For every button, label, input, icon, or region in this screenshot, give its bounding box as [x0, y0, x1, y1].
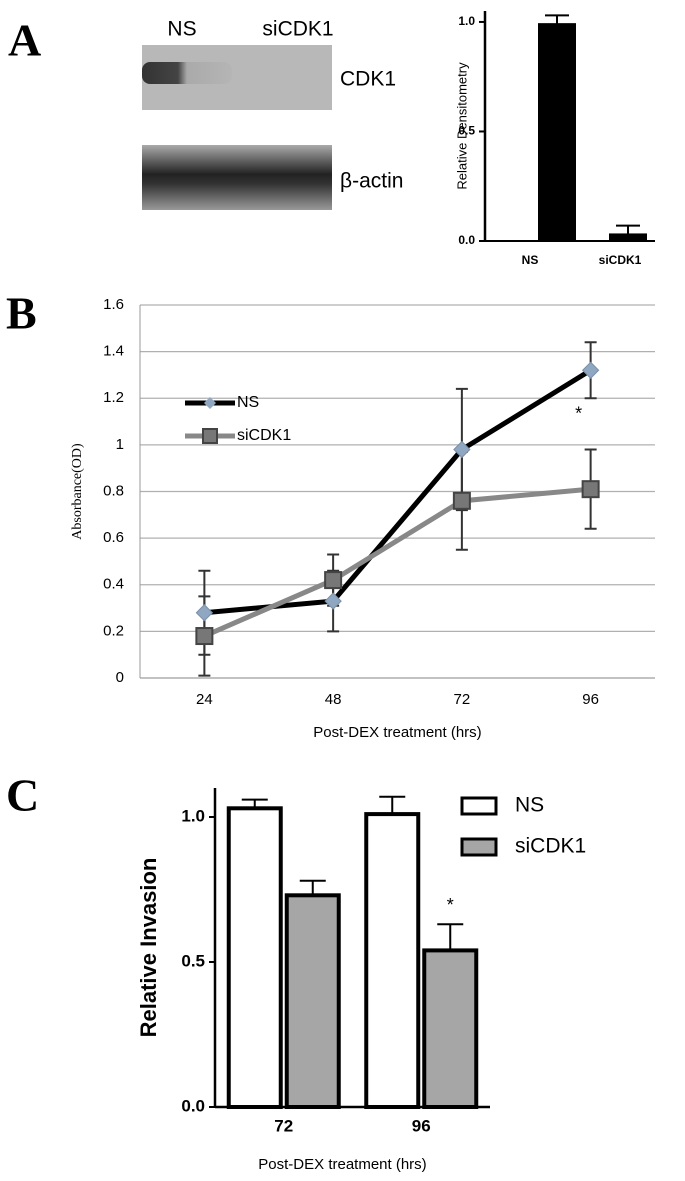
- bar: [226, 806, 283, 1109]
- y-tick-label: 0: [116, 669, 124, 686]
- y-tick-label: 0.0: [181, 1096, 205, 1115]
- x-tick-label: 72: [454, 691, 471, 708]
- bar: [609, 233, 647, 243]
- error-bar: [545, 14, 569, 25]
- y-tick-label: 0.5: [458, 124, 475, 138]
- lane-label: siCDK1: [262, 18, 333, 41]
- error-bar: [437, 923, 464, 951]
- y-tick-label: 0.0: [458, 233, 475, 247]
- legend-marker: [202, 428, 218, 444]
- panel-label: A: [8, 15, 41, 66]
- error-bar: [616, 224, 640, 235]
- lane-label: NS: [167, 18, 196, 41]
- y-tick-label: 0.4: [103, 576, 124, 593]
- marker: [324, 592, 342, 610]
- legend-label: siCDK1: [237, 427, 291, 444]
- y-tick-label: 1.4: [103, 343, 124, 360]
- marker: [195, 604, 214, 622]
- y-tick-label: 1.2: [103, 389, 124, 406]
- error-bar: [379, 795, 406, 815]
- bar: [538, 23, 576, 243]
- x-tick-label: NS: [522, 253, 539, 267]
- blot-band: [142, 145, 332, 210]
- legend-label: NS: [237, 394, 259, 411]
- marker: [324, 571, 343, 590]
- x-tick-label: siCDK1: [599, 253, 642, 267]
- y-tick-label: 0.6: [103, 529, 124, 546]
- blot-label: β-actin: [340, 170, 403, 193]
- legend-swatch: [460, 796, 498, 816]
- bar: [422, 948, 479, 1110]
- annotation: *: [575, 403, 582, 423]
- legend-label: NS: [515, 794, 544, 817]
- panel-label: B: [6, 288, 37, 339]
- y-axis-label: Relative Densitometry: [454, 62, 469, 190]
- y-tick-label: 0.5: [181, 951, 205, 970]
- marker: [581, 480, 600, 499]
- panel-label: C: [6, 770, 39, 821]
- y-tick-label: 1.0: [181, 806, 205, 825]
- y-tick-label: 0.8: [103, 482, 124, 499]
- x-axis-label: Post-DEX treatment (hrs): [258, 1156, 426, 1173]
- blot-label: CDK1: [340, 68, 396, 91]
- blot-band: [142, 62, 232, 84]
- y-tick-label: 1.0: [458, 14, 475, 28]
- marker: [581, 361, 600, 379]
- x-axis-label: Post-DEX treatment (hrs): [313, 724, 481, 741]
- legend-swatch: [460, 837, 498, 857]
- series-line: [203, 486, 591, 639]
- bar: [364, 812, 421, 1109]
- annotation: *: [447, 895, 454, 915]
- legend-label: siCDK1: [515, 835, 586, 858]
- x-tick-label: 96: [582, 691, 599, 708]
- error-bar: [299, 879, 326, 896]
- y-tick-label: 1.6: [103, 296, 124, 313]
- x-tick-label: 72: [274, 1116, 293, 1135]
- y-tick-label: 1: [116, 436, 124, 453]
- x-tick-label: 48: [325, 691, 342, 708]
- marker: [195, 627, 214, 646]
- legend-marker: [204, 397, 216, 409]
- x-tick-label: 96: [412, 1116, 431, 1135]
- marker: [452, 491, 471, 510]
- marker: [453, 440, 471, 459]
- x-tick-label: 24: [196, 691, 213, 708]
- y-axis-label: Relative Invasion: [136, 858, 161, 1038]
- y-axis-label: Absorbance(OD): [70, 443, 85, 540]
- bar: [284, 893, 341, 1109]
- y-tick-label: 0.2: [103, 622, 124, 639]
